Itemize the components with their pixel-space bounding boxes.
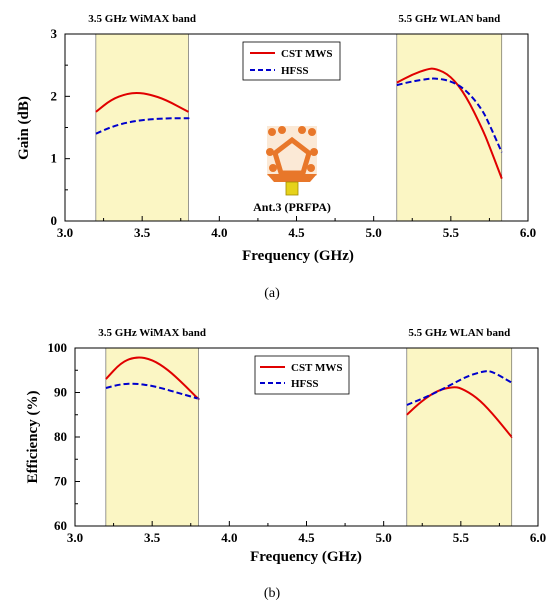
x-tick-label: 4.0 <box>221 530 237 545</box>
hfss-line-segment-1 <box>396 77 503 153</box>
pentagon-ring-icon <box>272 136 312 176</box>
wlan-band-shade <box>396 33 503 222</box>
y-tick-label: 0 <box>51 213 58 228</box>
x-tick-label: 5.0 <box>366 225 382 240</box>
legend: CST MWS HFSS <box>242 41 341 81</box>
y-axis-label: Gain (dB) <box>16 96 32 160</box>
petal-icon <box>308 128 316 136</box>
y-tick-label: 80 <box>54 429 67 444</box>
antenna-label: Ant.3 (PRFPA) <box>253 200 331 214</box>
y-tick-label: 3 <box>51 26 58 41</box>
y-tick-label: 100 <box>48 340 68 355</box>
cst-mws-line-segment-0 <box>105 356 200 401</box>
subfigure-caption: (a) <box>264 286 280 301</box>
legend-box <box>254 355 350 395</box>
wlan-band-shade <box>406 347 513 527</box>
hfss-line-segment-0 <box>95 117 190 135</box>
wlan-band-label: 5.5 GHz WLAN band <box>398 13 500 25</box>
x-tick-label: 6.0 <box>530 530 546 545</box>
legend-label-hfss: HFSS <box>281 65 309 77</box>
x-tick-label: 4.5 <box>288 225 305 240</box>
x-tick-label: 3.0 <box>67 530 83 545</box>
y-tick-label: 1 <box>51 151 58 166</box>
x-tick-label: 5.5 <box>453 530 470 545</box>
antenna-inset <box>266 126 318 196</box>
hfss-line-segment-0 <box>105 382 200 400</box>
efficiency-chart: 3.0 3.5 4.0 4.5 5.0 5.5 6.0 60 70 80 90 100 3.5 GHz… <box>25 327 546 601</box>
legend: CST MWS HFSS <box>254 355 350 395</box>
cst-mws-line-segment-1 <box>396 67 503 179</box>
cst-mws-line-segment-1 <box>406 386 513 439</box>
wimax-band-shade <box>95 33 189 222</box>
wimax-band-label: 3.5 GHz WiMAX band <box>98 327 206 339</box>
y-tick-label: 60 <box>54 518 67 533</box>
wlan-band-label: 5.5 GHz WLAN band <box>408 327 510 339</box>
x-tick-label: 3.0 <box>57 225 73 240</box>
y-axis-label: Efficiency (%) <box>25 391 41 484</box>
ground-plane-icon <box>267 174 317 182</box>
x-tick-label: 4.5 <box>298 530 315 545</box>
petal-icon <box>310 148 318 156</box>
x-tick-label: 3.5 <box>144 530 161 545</box>
wimax-band-label: 3.5 GHz WiMAX band <box>88 13 196 25</box>
x-tick-label: 6.0 <box>520 225 536 240</box>
legend-label-cst: CST MWS <box>291 362 342 374</box>
petal-icon <box>269 164 277 172</box>
petal-icon <box>268 128 276 136</box>
subfigure-caption: (b) <box>264 586 281 601</box>
x-axis-label: Frequency (GHz) <box>250 549 362 565</box>
x-tick-label: 5.5 <box>443 225 460 240</box>
x-tick-label: 3.5 <box>134 225 151 240</box>
sma-connector-icon <box>285 181 299 196</box>
hfss-line-segment-1 <box>406 370 513 406</box>
y-tick-label: 2 <box>51 88 58 103</box>
petal-icon <box>307 164 315 172</box>
wimax-band-shade <box>105 347 199 527</box>
y-tick-label: 70 <box>54 474 67 489</box>
legend-box <box>242 41 341 81</box>
petal-icon <box>298 126 306 134</box>
y-tick-label: 90 <box>54 385 67 400</box>
petal-icon <box>266 148 274 156</box>
legend-label-cst: CST MWS <box>281 48 332 60</box>
legend-label-hfss: HFSS <box>291 378 319 390</box>
x-tick-label: 4.0 <box>211 225 227 240</box>
gain-chart: 3.0 3.5 4.0 4.5 5.0 5.5 6.0 0 1 2 3 3.5 GHz WiMAX … <box>16 13 536 301</box>
x-axis-label: Frequency (GHz) <box>242 248 354 264</box>
petal-icon <box>278 126 286 134</box>
x-tick-label: 5.0 <box>376 530 392 545</box>
cst-mws-line-segment-0 <box>95 91 189 113</box>
